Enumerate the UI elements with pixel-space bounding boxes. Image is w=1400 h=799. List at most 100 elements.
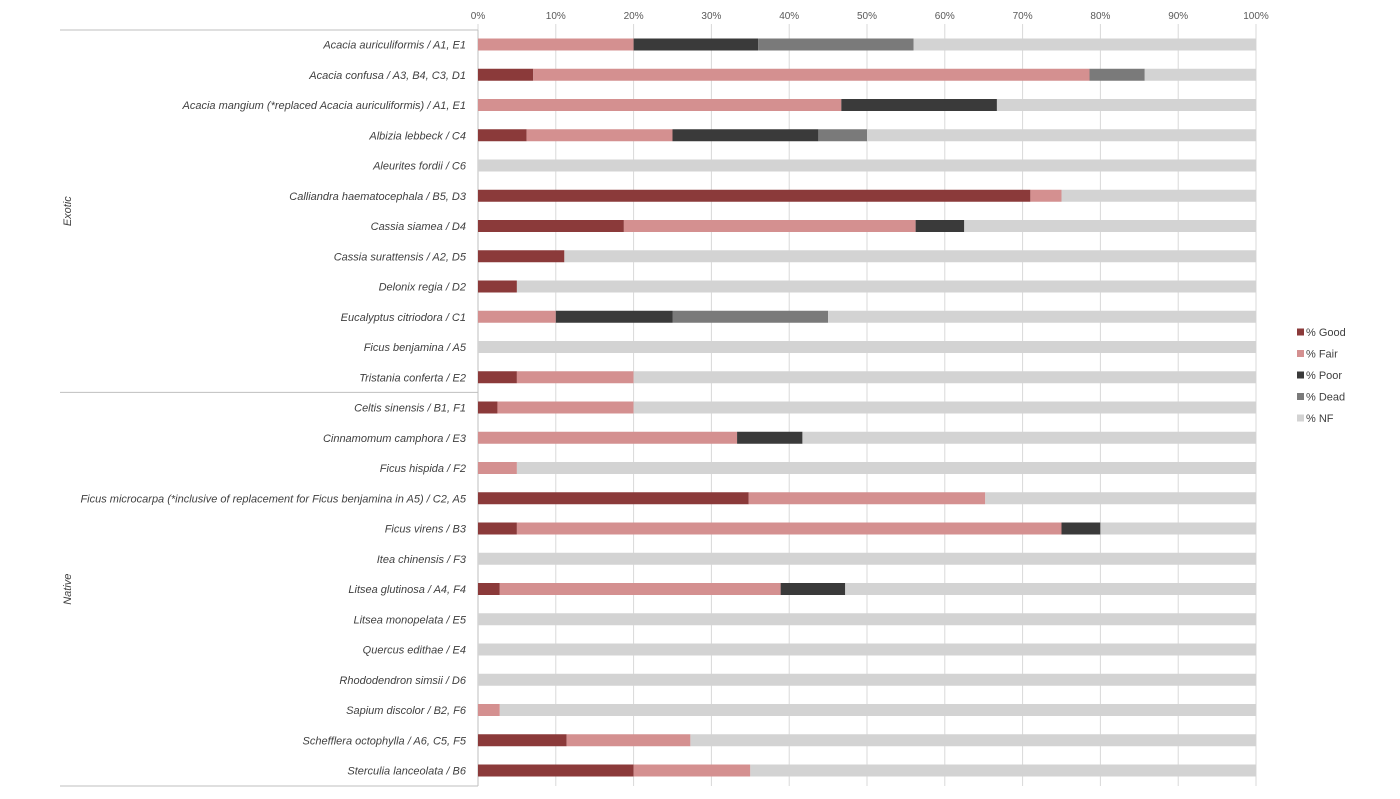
- x-tick-label: 80%: [1090, 11, 1110, 22]
- legend-swatch: [1297, 393, 1304, 400]
- legend-swatch: [1297, 371, 1304, 379]
- group-label-native: Native: [62, 574, 74, 605]
- x-tick-label: 70%: [1013, 11, 1033, 22]
- category-label: Calliandra haematocephala / B5, D3: [289, 191, 467, 203]
- category-label: Ficus virens / B3: [385, 524, 467, 536]
- category-label: Acacia mangium (*replaced Acacia auricul…: [182, 100, 466, 112]
- bar-segment-good: [478, 68, 534, 81]
- category-label: Acacia auriculiformis / A1, E1: [322, 40, 466, 52]
- bar-segment-fair: [478, 38, 634, 51]
- category-label: Rhododendron simsii / D6: [339, 675, 466, 687]
- bar-segment-nf: [1100, 522, 1256, 535]
- bar-segment-nf: [802, 431, 1256, 444]
- category-label: Litsea monopelata / E5: [353, 614, 466, 626]
- x-tick-label: 100%: [1243, 11, 1269, 22]
- category-label: Itea chinensis / F3: [377, 554, 467, 566]
- bar-segment-poor: [841, 99, 997, 111]
- bar-segment-fair: [497, 401, 634, 414]
- legend-label: % Poor: [1306, 370, 1342, 382]
- bar-segment-nf: [1061, 189, 1256, 202]
- category-label: Ficus microcarpa (*inclusive of replacem…: [80, 493, 466, 505]
- bar-segment-fair: [499, 583, 781, 595]
- category-label: Acacia confusa / A3, B4, C3, D1: [308, 70, 466, 82]
- bar-segment-nf: [478, 159, 1256, 172]
- bar-segment-good: [478, 189, 1031, 202]
- bar-segment-nf: [828, 310, 1256, 323]
- category-label: Aleurites fordii / C6: [372, 161, 467, 173]
- bar-segment-poor: [737, 431, 803, 444]
- category-label: Schefflera octophylla / A6, C5, F5: [303, 735, 467, 747]
- x-tick-label: 30%: [701, 11, 721, 22]
- legend-swatch: [1297, 328, 1304, 336]
- category-label: Cinnamomum camphora / E3: [323, 433, 467, 445]
- x-tick-label: 50%: [857, 11, 877, 22]
- bar-segment-nf: [633, 401, 1256, 414]
- group-labels: Exotic Native: [62, 196, 74, 605]
- category-label: Albizia lebbeck / C4: [368, 130, 466, 142]
- bar-segment-poor: [633, 38, 759, 51]
- bar-segment-nf: [1144, 68, 1256, 81]
- group-label-exotic: Exotic: [62, 196, 74, 226]
- category-label: Tristania conferta / E2: [359, 372, 466, 384]
- bar-segment-dead: [758, 38, 914, 51]
- bar-segment-good: [478, 522, 517, 535]
- bar-segment-fair: [478, 99, 842, 111]
- bar-segment-good: [478, 280, 517, 293]
- category-label: Litsea glutinosa / A4, F4: [348, 584, 466, 596]
- bar-segment-poor: [555, 310, 673, 323]
- category-label: Eucalyptus citriodora / C1: [341, 312, 466, 324]
- x-tick-label: 90%: [1168, 11, 1188, 22]
- bar-segment-nf: [996, 99, 1256, 111]
- category-label: Quercus edithae / E4: [363, 645, 466, 657]
- legend-swatch: [1297, 350, 1304, 357]
- bar-segment-nf: [750, 764, 1256, 777]
- bar-segment-good: [478, 371, 517, 384]
- legend: % Good % Fair % Poor % Dead % NF: [1297, 327, 1346, 425]
- bar-segment-good: [478, 220, 624, 232]
- bar-segment-fair: [533, 68, 1090, 81]
- bar-segment-good: [478, 129, 527, 142]
- x-tick-label: 40%: [779, 11, 799, 22]
- bar-segment-nf: [478, 643, 1256, 656]
- category-label: Sapium discolor / B2, F6: [346, 705, 467, 717]
- bar-segment-poor: [672, 129, 819, 142]
- bar-segment-nf: [499, 704, 1256, 716]
- x-tick-label: 60%: [935, 11, 955, 22]
- bar-segment-nf: [913, 38, 1256, 51]
- bar-segment-nf: [964, 220, 1256, 232]
- category-label: Cassia surattensis / A2, D5: [334, 251, 467, 263]
- bar-segment-good: [478, 734, 567, 747]
- bar-segment-nf: [633, 371, 1256, 384]
- bar-segment-fair: [566, 734, 691, 747]
- x-tick-label: 10%: [546, 11, 566, 22]
- bar-segment-fair: [526, 129, 673, 142]
- bar-segment-dead: [1089, 68, 1145, 81]
- bar-segment-fair: [748, 492, 986, 505]
- bar-segment-dead: [672, 310, 829, 323]
- category-label: Ficus benjamina / A5: [364, 342, 467, 354]
- bar-segment-dead: [818, 129, 867, 142]
- bar-segment-good: [478, 492, 749, 505]
- category-label: Delonix regia / D2: [379, 282, 466, 294]
- bar-segment-nf: [564, 250, 1256, 263]
- bar-segment-nf: [478, 552, 1256, 565]
- bar-segment-fair: [633, 764, 751, 777]
- bar-segment-nf: [478, 613, 1256, 626]
- bar-segment-good: [478, 250, 565, 263]
- bar-segment-fair: [478, 310, 556, 323]
- bar-segment-nf: [867, 129, 1256, 142]
- category-label: Ficus hispida / F2: [380, 463, 466, 475]
- bar-segment-good: [478, 401, 498, 414]
- bar-segment-nf: [516, 280, 1256, 293]
- bar-segment-nf: [845, 583, 1256, 595]
- bar-segment-nf: [985, 492, 1256, 505]
- category-labels: Acacia auriculiformis / A1, E1 Acacia con…: [80, 40, 466, 778]
- bar-segment-good: [478, 583, 500, 595]
- bars: [478, 38, 1256, 777]
- bar-segment-fair: [623, 220, 916, 232]
- x-tick-label: 0%: [471, 11, 486, 22]
- bar-segment-poor: [780, 583, 846, 595]
- legend-label: % Fair: [1306, 349, 1338, 361]
